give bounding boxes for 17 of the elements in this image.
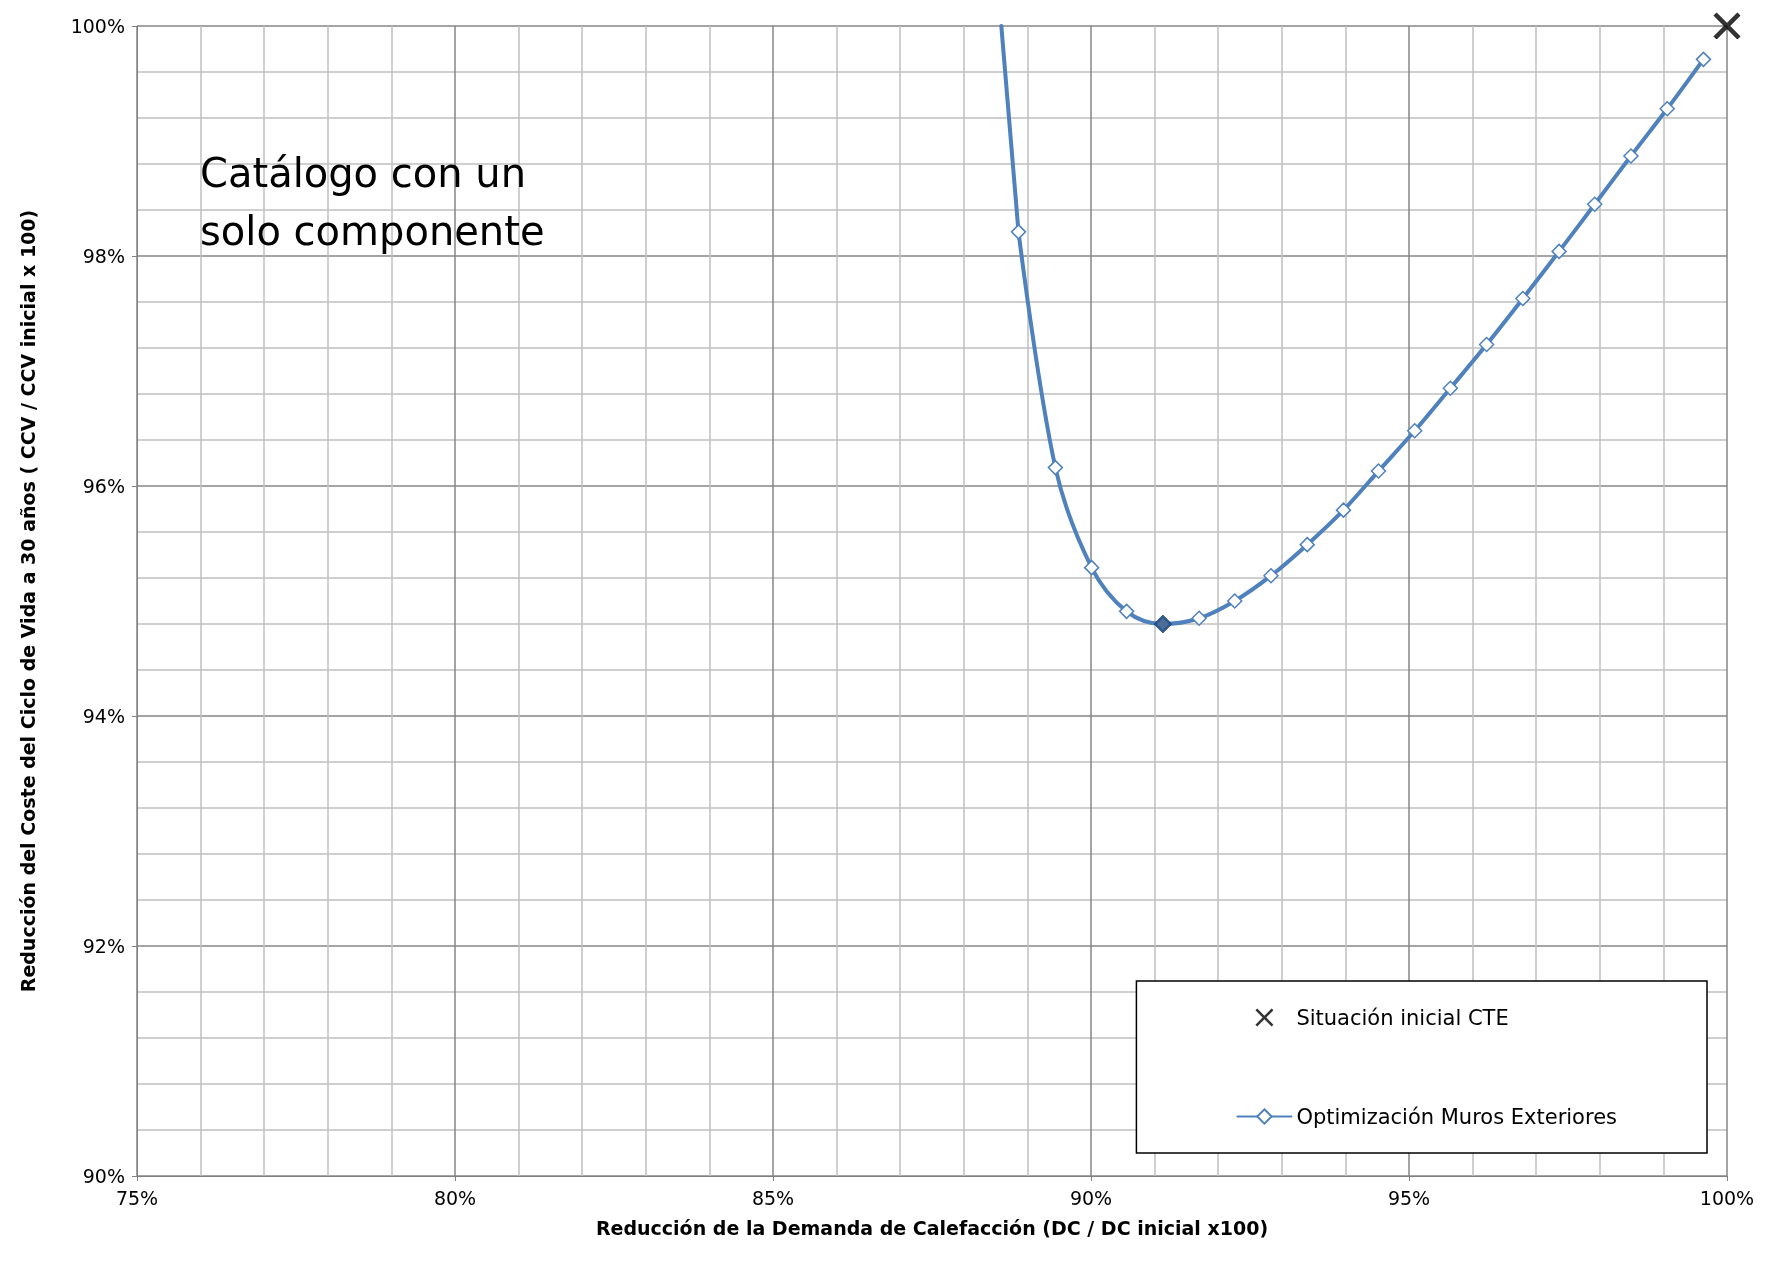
x-tick-label: 95% — [1387, 1186, 1431, 1209]
y-tick-label: 100% — [70, 15, 125, 37]
y-tick-label: 98% — [82, 245, 125, 267]
x-tick-label: 85% — [751, 1186, 795, 1209]
y-tick-label: 96% — [82, 475, 125, 497]
y-tick-label: 90% — [82, 1165, 125, 1187]
x-axis-title: Reducción de la Demanda de Calefacción (DC / DC inicial x100) — [595, 1216, 1269, 1239]
y-axis-title: Reducción del Coste del Ciclo de Vida a 30 años ( CCV / CCV inicial x 100) — [16, 209, 39, 993]
y-tick-label: 92% — [82, 935, 125, 957]
legend-label: Situación inicial CTE — [1296, 1005, 1509, 1030]
x-tick-label: 75% — [115, 1186, 159, 1209]
annotation: Catálogo con un solo componente — [200, 150, 545, 254]
x-tick-label: 100% — [1699, 1186, 1755, 1209]
legend-label: Optimización Muros Exteriores — [1296, 1104, 1618, 1129]
x-tick-label: 80% — [433, 1186, 477, 1209]
y-tick-label: 94% — [82, 705, 125, 727]
x-tick-label: 90% — [1069, 1186, 1113, 1209]
